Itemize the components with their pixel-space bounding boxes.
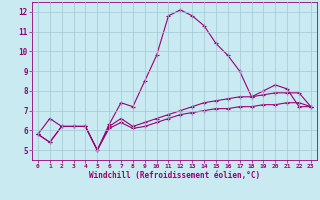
X-axis label: Windchill (Refroidissement éolien,°C): Windchill (Refroidissement éolien,°C) [89,171,260,180]
